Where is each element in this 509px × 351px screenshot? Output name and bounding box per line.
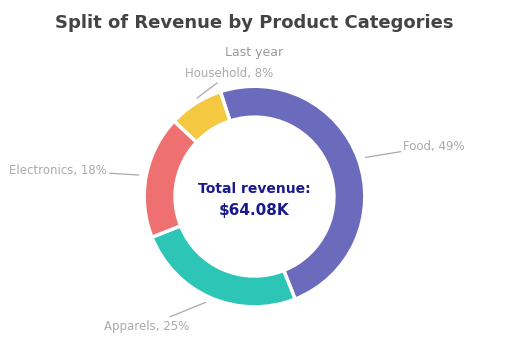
Text: Electronics, 18%: Electronics, 18% bbox=[9, 164, 139, 177]
Text: $64.08K: $64.08K bbox=[219, 203, 290, 218]
Wedge shape bbox=[144, 121, 196, 237]
Text: Last year: Last year bbox=[225, 46, 284, 59]
Text: Food, 49%: Food, 49% bbox=[365, 140, 465, 157]
Wedge shape bbox=[174, 92, 230, 142]
Text: Split of Revenue by Product Categories: Split of Revenue by Product Categories bbox=[55, 14, 454, 32]
Text: Household, 8%: Household, 8% bbox=[185, 67, 273, 98]
Text: Apparels, 25%: Apparels, 25% bbox=[104, 303, 206, 333]
Wedge shape bbox=[220, 86, 365, 299]
Wedge shape bbox=[152, 226, 295, 307]
Text: Total revenue:: Total revenue: bbox=[198, 182, 311, 196]
